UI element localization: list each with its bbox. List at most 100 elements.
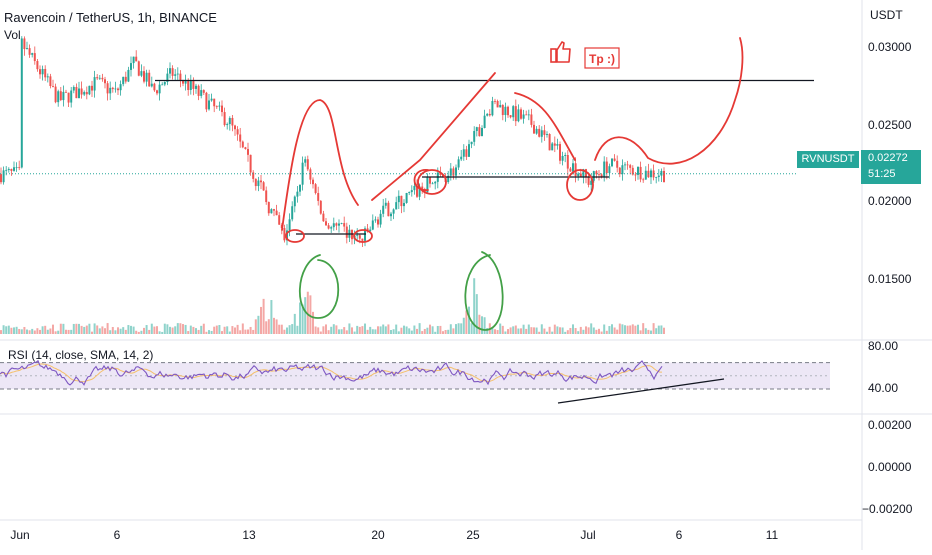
- candle-body: [67, 92, 70, 103]
- rsi-tick: 80.00: [868, 339, 899, 353]
- volume-bar: [540, 324, 543, 334]
- time-tick: 6: [113, 528, 121, 542]
- candle-body: [449, 168, 452, 176]
- candle-body: [31, 53, 34, 55]
- candle-body: [49, 76, 52, 87]
- volume-bar: [85, 325, 88, 334]
- candle-body: [447, 175, 450, 183]
- volume-bar: [595, 329, 598, 334]
- candle-body: [189, 80, 192, 91]
- price-tick: 0.02500: [868, 118, 912, 132]
- volume-bar: [522, 324, 525, 334]
- candle-body: [111, 87, 114, 90]
- candle-body: [426, 177, 429, 193]
- volume-bar: [327, 330, 330, 334]
- thumb-hand: [556, 41, 571, 63]
- candle-body: [270, 209, 273, 214]
- candle-body: [569, 168, 572, 172]
- rsi-line: [0, 359, 663, 386]
- candle-body: [405, 193, 408, 203]
- volume-bar: [208, 330, 210, 334]
- volume-bar: [621, 324, 624, 334]
- volume-bar: [395, 324, 398, 334]
- candle-body: [169, 68, 171, 74]
- volume-bar: [257, 315, 260, 334]
- candle-body: [499, 104, 502, 108]
- volume-bar: [228, 331, 231, 334]
- candle-body: [98, 77, 101, 79]
- volume-bar: [577, 331, 580, 334]
- volume-bar: [156, 326, 158, 334]
- candle-body: [343, 223, 346, 227]
- candle-body: [413, 185, 416, 191]
- candle-body: [312, 179, 314, 185]
- candle-body: [13, 167, 15, 171]
- candle-body: [327, 225, 330, 229]
- candle-body: [338, 223, 340, 226]
- volume-bar: [343, 327, 346, 334]
- candle-body: [457, 159, 460, 168]
- rsi-tick: −0.00200: [862, 502, 913, 516]
- uptrend-drawing: [371, 72, 496, 201]
- candle-body: [364, 228, 366, 241]
- volume-bar: [626, 325, 629, 334]
- chart-title[interactable]: Ravencoin / TetherUS, 1h, BINANCE: [4, 10, 217, 25]
- candle-body: [267, 202, 270, 214]
- volume-bar: [663, 327, 665, 334]
- candle-body: [117, 88, 119, 91]
- candle-body: [468, 144, 470, 157]
- candle-body: [517, 109, 520, 122]
- volume-bar: [111, 326, 114, 334]
- volume-bar: [10, 327, 13, 334]
- candle-body: [377, 219, 379, 225]
- volume-bar: [319, 331, 322, 334]
- volume-bar: [652, 323, 655, 334]
- volume-bar: [348, 323, 351, 334]
- candle-body: [579, 173, 582, 177]
- volume-bar: [317, 327, 320, 334]
- candle-body: [161, 84, 164, 86]
- volume-bar: [644, 328, 647, 334]
- volume-bar: [657, 325, 660, 334]
- candle-body: [62, 91, 65, 101]
- volume-bar: [423, 328, 426, 334]
- candle-body: [88, 85, 91, 95]
- candle-body: [2, 170, 5, 183]
- candle-body: [18, 167, 21, 169]
- volume-bar: [608, 326, 611, 334]
- volume-bar: [49, 328, 52, 334]
- volume-bar: [252, 329, 255, 334]
- candle-body: [257, 180, 260, 187]
- rsi-label[interactable]: RSI (14, close, SMA, 14, 2): [8, 348, 154, 362]
- volume-bar: [449, 324, 452, 334]
- candle-body: [564, 155, 567, 156]
- candle-body: [286, 230, 288, 241]
- volume-bar: [299, 302, 301, 334]
- volume-bar: [410, 330, 413, 334]
- volume-bar: [616, 329, 619, 334]
- volume-bar: [460, 323, 463, 334]
- candle-body: [148, 72, 151, 87]
- volume-bar: [306, 291, 309, 334]
- volume-bar: [455, 324, 457, 334]
- volume-bar: [26, 329, 28, 334]
- volume-bar: [579, 326, 582, 334]
- volume-bar: [452, 328, 455, 334]
- candle-body: [551, 143, 554, 151]
- volume-label[interactable]: Vol: [4, 28, 21, 42]
- head-shoulders-drawing: [281, 99, 359, 231]
- volume-bar: [647, 329, 650, 334]
- volume-bar: [273, 317, 275, 334]
- candle-body: [325, 221, 327, 226]
- candle-body: [587, 176, 590, 185]
- candle-body: [143, 71, 145, 82]
- volume-bar: [39, 329, 41, 334]
- volume-bar: [384, 326, 387, 334]
- candle-body: [522, 114, 525, 119]
- volume-bar: [70, 329, 73, 334]
- candle-body: [273, 209, 275, 211]
- volume-bar: [41, 326, 44, 334]
- volume-bar: [403, 325, 405, 334]
